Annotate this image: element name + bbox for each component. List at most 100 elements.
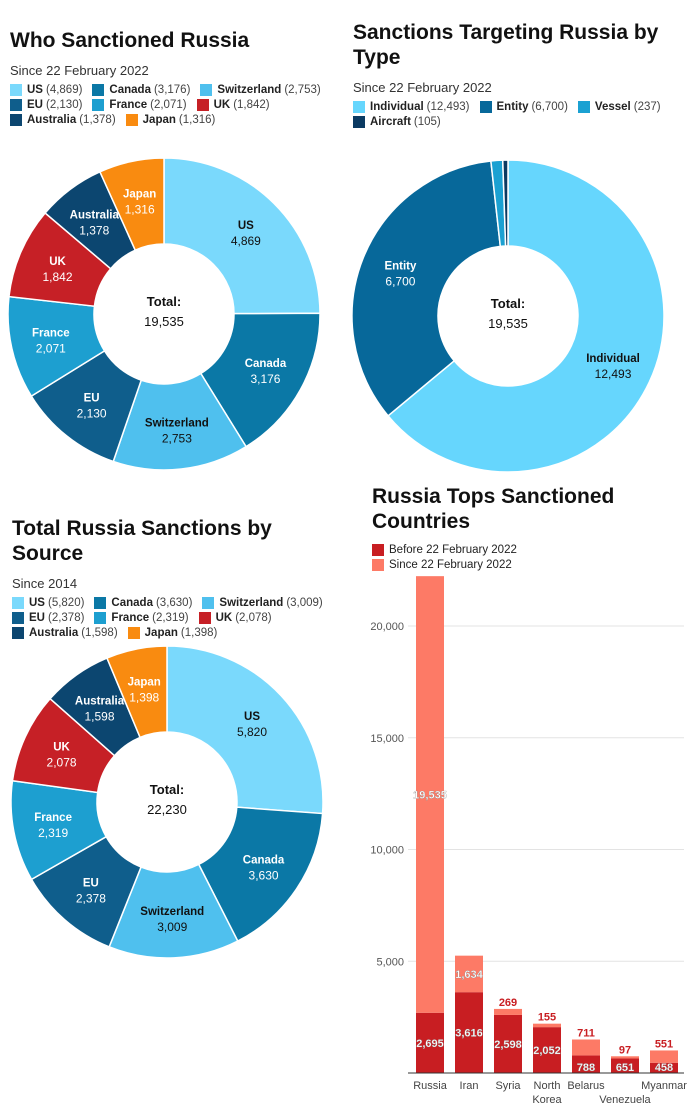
slice-name-label: France — [34, 812, 72, 824]
legend-value: (2,753) — [284, 84, 321, 96]
slice-value-label: 2,378 — [76, 892, 106, 906]
legend-swatch — [10, 114, 22, 126]
legend-value: (3,009) — [286, 597, 323, 609]
legend-label: Japan — [142, 114, 176, 126]
legend-item: Since 22 February 2022 — [372, 559, 512, 571]
donut-slice-uk — [11, 697, 116, 794]
bar-value-label: 551 — [655, 1038, 673, 1050]
chart-title: Total Russia Sanctions by Source — [12, 517, 272, 565]
legend-value: (2,319) — [152, 612, 189, 624]
slice-value-label: 2,130 — [77, 407, 107, 421]
bar-value-label: 458 — [655, 1062, 673, 1074]
slice-name-label: UK — [53, 742, 70, 754]
slice-name-label: US — [244, 711, 260, 723]
legend: US (5,820) Canada (3,630) Switzerland (3,009)… — [12, 597, 342, 639]
donut-slice-uk — [8, 211, 112, 308]
donut-slice-entity — [351, 160, 502, 417]
legend-value: (1,398) — [180, 627, 218, 639]
y-tick-label: 15,000 — [370, 733, 404, 745]
donut-slice-canada — [199, 312, 321, 448]
legend-item: France (2,319) — [94, 612, 189, 624]
legend-swatch — [372, 544, 384, 556]
legend-label: Aircraft — [370, 116, 411, 128]
legend-value: (237) — [633, 101, 661, 113]
chart-title: Russia Tops Sanctioned Countries — [372, 485, 615, 533]
legend-label: Vessel — [594, 101, 631, 113]
x-tick-label: Syria — [495, 1080, 521, 1092]
bar-value-label: 711 — [577, 1027, 595, 1039]
legend-label: Australia — [27, 114, 77, 126]
bar-north-korea-before — [533, 1027, 561, 1073]
total-label: Total: — [147, 294, 181, 309]
legend-item: Individual (12,493) — [353, 101, 470, 113]
legend-value: (3,630) — [155, 597, 193, 609]
x-tick-label: Venezuela — [599, 1094, 651, 1106]
legend-value: (2,071) — [150, 99, 187, 111]
chart-subtitle: Since 22 February 2022 — [353, 80, 492, 95]
legend-swatch — [200, 84, 213, 96]
slice-name-label: UK — [49, 256, 66, 268]
legend-label: Switzerland — [217, 84, 282, 96]
legend-swatch — [94, 612, 107, 624]
slice-name-label: EU — [84, 393, 100, 405]
bar-value-label: 788 — [577, 1062, 595, 1074]
slice-value-label: 1,316 — [125, 203, 155, 217]
legend-value: (1,378) — [79, 114, 116, 126]
chart-title: Who Sanctioned Russia — [10, 29, 250, 52]
slice-value-label: 3,630 — [249, 868, 279, 882]
donut-slice-france — [10, 779, 108, 881]
legend-swatch — [92, 84, 105, 96]
slice-name-label: Japan — [128, 676, 161, 688]
legend-item: Entity (6,700) — [479, 101, 568, 113]
bar-syria-before — [494, 1014, 522, 1073]
legend-label: UK — [213, 99, 231, 111]
legend-label: US — [27, 84, 43, 96]
slice-name-label: US — [238, 220, 254, 232]
slice-value-label: 2,078 — [47, 756, 77, 770]
donut-slice-us — [166, 645, 324, 815]
slice-value-label: 4,869 — [231, 234, 261, 248]
slice-value-label: 1,378 — [79, 223, 109, 237]
slice-name-label: Switzerland — [145, 417, 209, 429]
legend-swatch — [353, 101, 365, 113]
legend-item: Canada (3,630) — [94, 597, 192, 609]
legend-item: Vessel (237) — [577, 101, 661, 113]
legend-swatch — [10, 84, 22, 96]
donut-slice-france — [7, 295, 106, 398]
legend-swatch — [92, 99, 105, 111]
legend-swatch — [198, 612, 211, 624]
legend-value: (1,316) — [178, 114, 216, 126]
bar-myanmar-before — [650, 1062, 678, 1073]
bar-value-label: 19,535 — [413, 789, 447, 801]
slice-value-label: 1,598 — [84, 710, 114, 724]
legend-swatch — [12, 612, 24, 624]
slice-value-label: 12,493 — [595, 367, 632, 381]
legend-swatch — [372, 559, 384, 571]
legend-value: (3,176) — [153, 84, 191, 96]
slice-name-label: France — [32, 327, 70, 339]
total-label: Total: — [150, 782, 184, 797]
legend-value: (1,598) — [81, 627, 118, 639]
donut-slice-switzerland — [108, 863, 239, 959]
legend-label: Japan — [144, 627, 178, 639]
legend-label: Australia — [29, 627, 79, 639]
bar-value-label: 97 — [619, 1044, 631, 1056]
legend-item: Switzerland (2,753) — [200, 84, 321, 96]
legend-swatch — [125, 114, 138, 126]
bar-iran-before — [455, 992, 483, 1073]
legend-item: Aircraft (105) — [353, 116, 441, 128]
chart-subtitle: Since 22 February 2022 — [10, 63, 149, 78]
legend-value: (2,130) — [45, 99, 83, 111]
bar-value-label: 269 — [499, 997, 517, 1009]
bar-value-label: 155 — [538, 1012, 556, 1024]
bar-value-label: 1,634 — [455, 969, 483, 981]
legend-item: UK (2,078) — [198, 612, 272, 624]
slice-name-label: Australia — [70, 209, 120, 221]
bar-venezuela-since — [611, 1056, 639, 1059]
legend-item: US (4,869) — [10, 84, 82, 96]
legend-item: Australia (1,378) — [10, 114, 116, 126]
legend-label: Switzerland — [219, 597, 284, 609]
bar-value-label: 3,616 — [455, 1028, 483, 1040]
bar-value-label: 651 — [616, 1062, 634, 1074]
legend-value: (4,869) — [45, 84, 83, 96]
